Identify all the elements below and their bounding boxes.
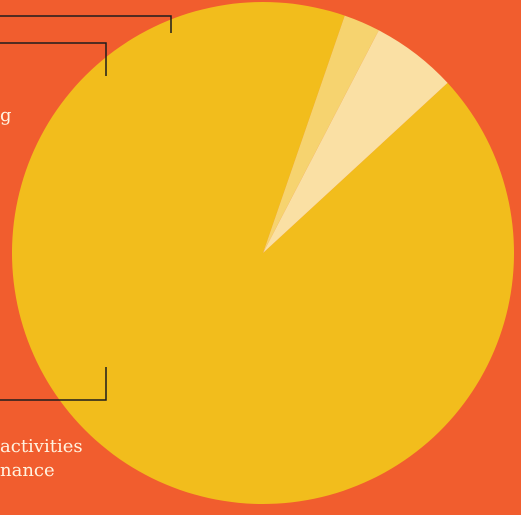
leader-line-top (0, 15, 172, 33)
pie-slice-3 (263, 15, 379, 254)
label-fragment-bottom-left-line1: activities (0, 436, 83, 457)
label-fragment-bottom-left-line2: nance (0, 460, 55, 481)
leader-line-mid (0, 42, 107, 76)
label-fragment-top-left: g (0, 105, 12, 126)
pie-slices (12, 1, 515, 505)
leader-line-bottom (0, 367, 107, 401)
pie-slice-1 (12, 1, 515, 505)
pie-slice-2 (263, 30, 448, 253)
